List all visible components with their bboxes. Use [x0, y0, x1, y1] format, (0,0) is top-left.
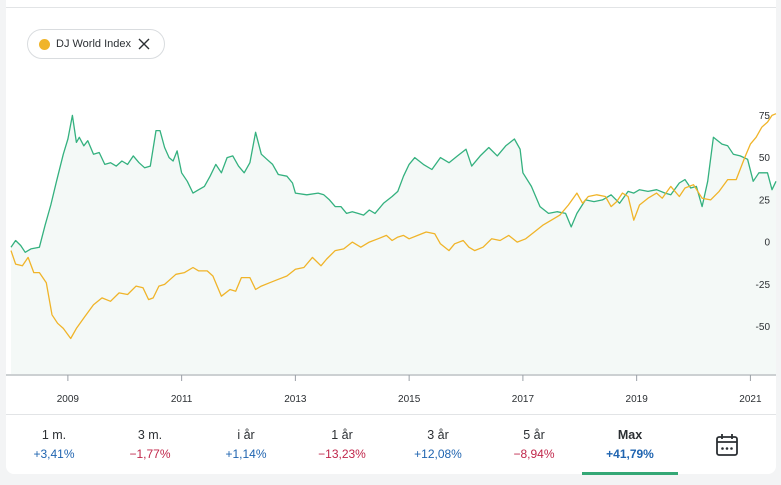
period-tab[interactable]: 5 år −8,94% [486, 415, 582, 475]
period-tab[interactable]: 3 m. −1,77% [102, 415, 198, 475]
period-tab-return: +12,08% [414, 447, 462, 461]
period-tabs: 1 m. +3,41% 3 m. −1,77% i år +1,14% 1 år −13,23… [6, 414, 776, 475]
series-line-dj-world-index [10, 113, 777, 340]
period-tab-label: 5 år [523, 428, 545, 442]
x-tick-label: 2021 [739, 394, 762, 405]
period-tab-label: 1 år [331, 428, 353, 442]
close-icon[interactable] [137, 37, 151, 51]
performance-chart: 75 50 25 0 -25 -50 2009 2011 2013 2015 2017 2019 202… [6, 111, 777, 405]
period-tab-label: i år [237, 428, 255, 442]
legend-chip-label: DJ World Index [56, 38, 131, 50]
x-tick-label: 2015 [398, 394, 421, 405]
series-0-area [11, 115, 776, 375]
x-tick-label: 2013 [284, 394, 307, 405]
period-tab-return: +1,14% [225, 447, 267, 461]
legend-chip-dj-world-index[interactable]: DJ World Index [27, 29, 165, 59]
period-tab-label: 1 m. [41, 428, 67, 442]
period-tab-return: +3,41% [33, 447, 75, 461]
period-tab[interactable]: 3 år +12,08% [390, 415, 486, 475]
y-tick-label: -50 [756, 322, 771, 333]
y-tick-label: 0 [764, 238, 770, 249]
period-tab[interactable]: Max +41,79% [582, 415, 678, 475]
period-tab-return: +41,79% [606, 447, 654, 461]
x-tick-label: 2009 [57, 394, 80, 405]
period-tab-return: −8,94% [513, 447, 555, 461]
series-line-fund [10, 114, 777, 253]
period-tab-return: −1,77% [129, 447, 171, 461]
period-tab[interactable]: 1 m. +3,41% [6, 415, 102, 475]
x-tick-label: 2011 [171, 394, 193, 405]
period-tab-return: −13,23% [318, 447, 366, 461]
x-tick-label: 2019 [626, 394, 649, 405]
y-tick-label: -25 [756, 280, 771, 291]
period-tab-label: 3 år [427, 428, 449, 442]
period-tab[interactable]: i år +1,14% [198, 415, 294, 475]
period-tab-label: 3 m. [137, 428, 163, 442]
index-color-dot [39, 38, 50, 50]
calendar-icon[interactable] [712, 430, 742, 460]
y-tick-label: 25 [759, 195, 771, 206]
y-tick-label: 50 [759, 153, 771, 164]
y-tick-label: 75 [759, 111, 771, 122]
x-tick-label: 2017 [512, 394, 535, 405]
top-divider [6, 7, 776, 8]
period-tab-label: Max [617, 428, 643, 442]
period-tab[interactable]: 1 år −13,23% [294, 415, 390, 475]
